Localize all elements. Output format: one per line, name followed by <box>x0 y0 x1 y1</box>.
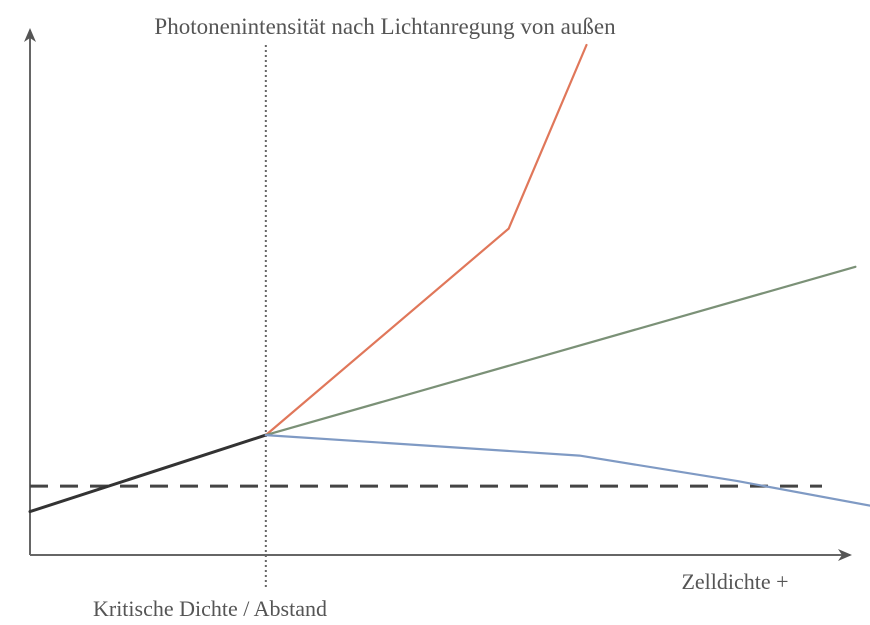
series-line-2 <box>264 43 588 437</box>
x-axis-label: Zelldichte + <box>681 569 788 594</box>
series-line-4 <box>264 434 870 507</box>
series-line-3 <box>264 265 857 437</box>
series-line-1 <box>28 433 268 514</box>
critical-density-annotation: Kritische Dichte / Abstand <box>93 596 327 621</box>
series-layer <box>28 43 870 514</box>
chart-title: Photonenintensität nach Lichtanregung vo… <box>154 14 616 39</box>
